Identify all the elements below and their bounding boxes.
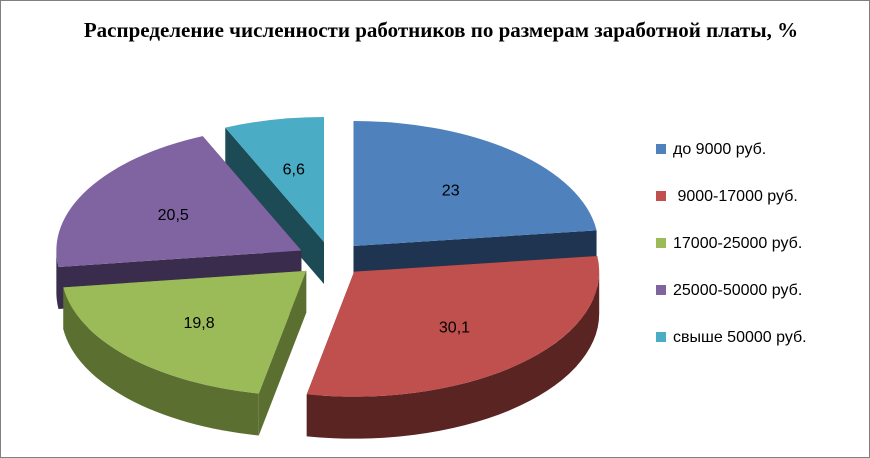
pie-slice-top-1 bbox=[306, 256, 600, 397]
pie-slice-top-4 bbox=[225, 117, 325, 243]
legend-item-3: 25000-50000 руб. bbox=[656, 282, 807, 329]
legend-item-1: 9000-17000 руб. bbox=[656, 188, 807, 235]
data-label-0: 23 bbox=[442, 183, 460, 200]
legend-item-4: свыше 50000 руб. bbox=[656, 329, 807, 376]
data-label-2: 19,8 bbox=[183, 315, 214, 332]
data-label-1: 30,1 bbox=[439, 320, 470, 337]
data-label-4: 6,6 bbox=[283, 162, 305, 179]
pie-slice-top-0 bbox=[353, 120, 597, 246]
legend-label: свыше 50000 руб. bbox=[673, 329, 807, 346]
pie-slice-2: 19,8 bbox=[63, 270, 307, 436]
legend-swatch bbox=[656, 285, 666, 295]
pie-slice-top-3 bbox=[56, 136, 302, 267]
pie-slice-4: 6,6 bbox=[225, 117, 325, 285]
pie-slice-1: 30,1 bbox=[306, 256, 600, 439]
legend-swatch bbox=[656, 191, 666, 201]
legend-label: 25000-50000 руб. bbox=[673, 282, 803, 299]
legend-swatch bbox=[656, 144, 666, 154]
legend-swatch bbox=[656, 238, 666, 248]
legend: до 9000 руб. 9000-17000 руб. 17000-25000 … bbox=[656, 141, 807, 376]
legend-label: 17000-25000 руб. bbox=[673, 235, 803, 252]
chart-title: Распределение численности работников по … bbox=[83, 18, 799, 42]
data-label-3: 20,5 bbox=[158, 207, 189, 224]
pie-slice-top-2 bbox=[63, 270, 307, 394]
legend-item-2: 17000-25000 руб. bbox=[656, 235, 807, 282]
legend-label: 9000-17000 руб. bbox=[673, 188, 798, 205]
legend-swatch bbox=[656, 332, 666, 342]
legend-label: до 9000 руб. bbox=[673, 141, 767, 158]
legend-item-0: до 9000 руб. bbox=[656, 141, 807, 188]
